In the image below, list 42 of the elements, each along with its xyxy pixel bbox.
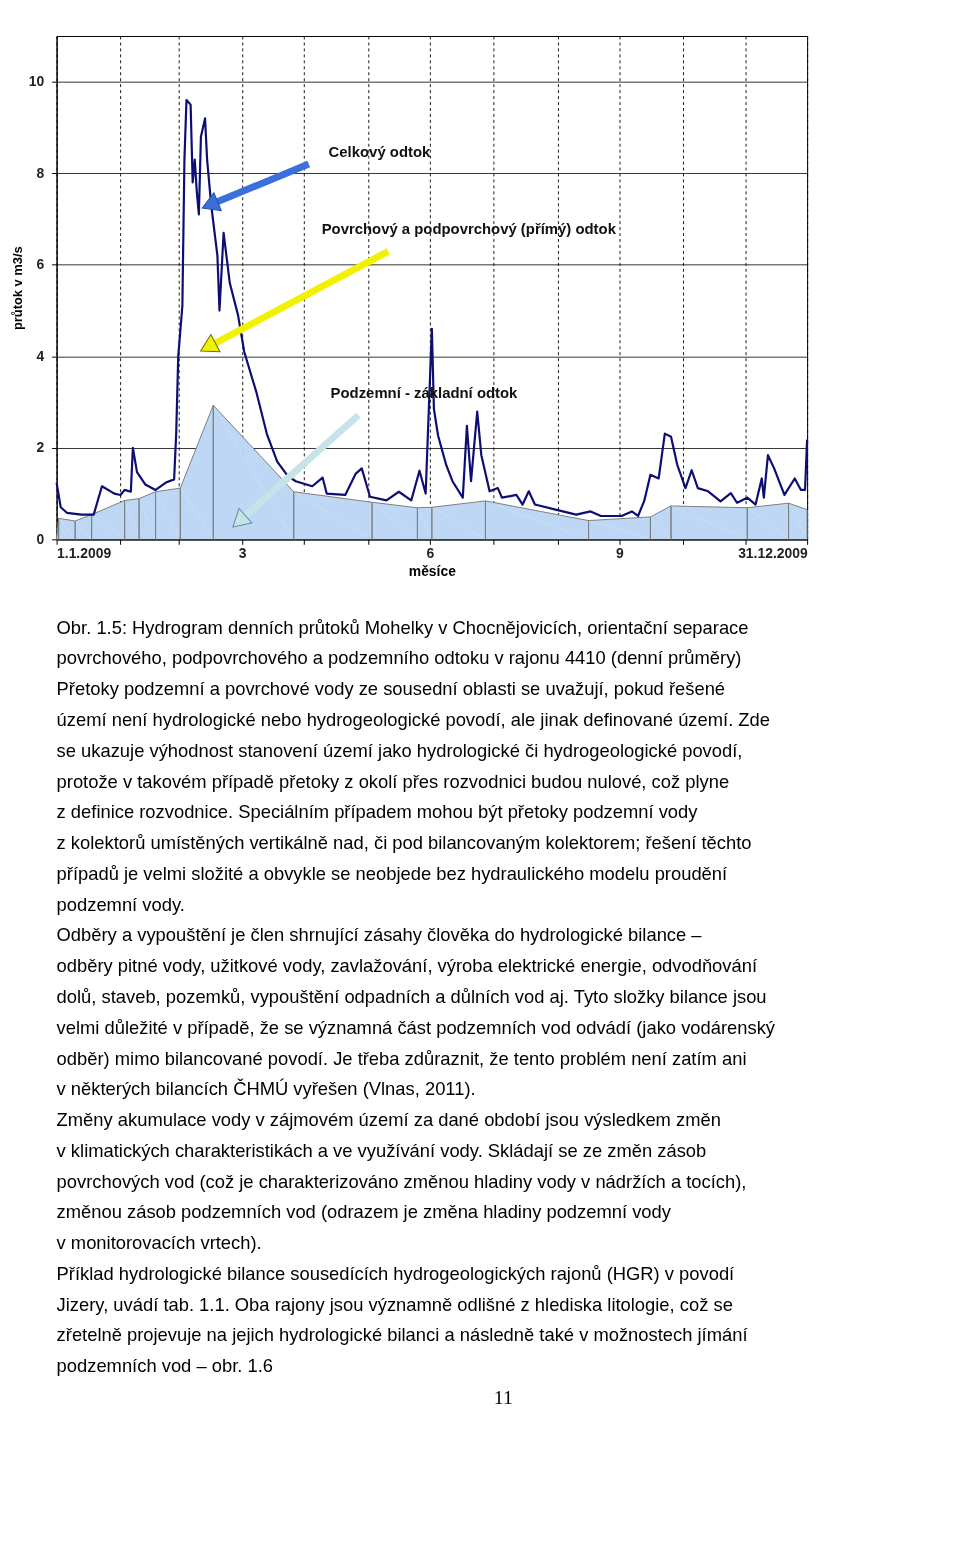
text: území není hydrologické nebo hydrogeologické povodí, ale jinak definované území. Zde bbox=[56, 708, 771, 730]
text: odběr) mimo bilancované povodí. Je třeba zdůraznit, že tento problém není zatím ani bbox=[56, 1047, 747, 1069]
text: z kolektorů umístěných vertikálně nad, či pod bilancovaným kolektorem; řešení těchto bbox=[56, 832, 752, 854]
text: Přetoky podzemní a povrchové vody ze sousední oblasti se uvažují, pokud řešené bbox=[56, 678, 726, 700]
x-tick-label: 6 bbox=[426, 544, 435, 561]
line-series bbox=[55, 98, 809, 518]
text: povrchových vod (což je charakterizováno změnou hladiny vody v nádržích a tocích), bbox=[56, 1170, 747, 1192]
text: v monitorovacích vrtech). bbox=[56, 1232, 262, 1254]
y-tick-label: 6 bbox=[36, 256, 45, 273]
x-tick-label: 9 bbox=[616, 544, 625, 561]
text: podzemní vody. bbox=[56, 893, 185, 915]
x-tick-label: 1.1.2009 bbox=[57, 544, 112, 561]
y-tick-label: 2 bbox=[36, 439, 45, 456]
text: protože v takovém případě přetoky z okolí přes rozvodnici budou nulové, což plyne bbox=[56, 770, 730, 792]
text: případů je velmi složité a obvykle se neobjede bez hydraulického modelu proudění bbox=[56, 862, 729, 884]
annotation: Celkový odtok bbox=[328, 144, 431, 161]
text: Změny akumulace vody v zájmovém území za dané období jsou výsledkem změn bbox=[56, 1109, 721, 1131]
text: Odběry a vypouštění je člen shrnující zásahy člověka do hydrologické bilance – bbox=[56, 924, 703, 946]
text: dolů, staveb, pozemků, vypouštění odpadních a důlních vod aj. Tyto složky bilance jsou bbox=[56, 985, 767, 1007]
x-tick-label: 31.12.2009 bbox=[738, 544, 808, 561]
annotation: Povrchový a podpovrchový (přímý) odtok bbox=[321, 220, 617, 237]
text: se ukazuje výhodnost stanovení území jako hydrologické či hydrogeologické povodí, bbox=[56, 739, 743, 761]
y-tick-label: 10 bbox=[28, 73, 45, 90]
y-tick-label: 4 bbox=[36, 347, 45, 364]
y-axis-title: průtok v m3/s bbox=[9, 246, 25, 331]
y-tick-label: 8 bbox=[36, 164, 45, 181]
x-tick-label: 3 bbox=[238, 544, 247, 561]
text: podzemních vod – obr. 1.6 bbox=[56, 1355, 273, 1377]
text: Obr. 1.5: Hydrogram denních průtoků Mohelky v Chocnějovicích, orientační separace bbox=[56, 616, 749, 638]
text: velmi důležité v případě, že se významná část podzemních vod odvádí (jako vodárenský bbox=[56, 1016, 776, 1038]
x-axis-title: měsíce bbox=[408, 562, 457, 579]
text: 11 bbox=[493, 1386, 513, 1409]
text: povrchového, podpovrchového a podzemního odtoku v rajonu 4410 (denní průměry) bbox=[56, 647, 742, 669]
text: v klimatických charakteristikách a ve využívání vody. Skládají se ze změn zásob bbox=[56, 1139, 707, 1161]
y-tick-label: 0 bbox=[36, 530, 45, 547]
text: Příklad hydrologické bilance sousedících hydrogeologických rajonů (HGR) v povodí bbox=[56, 1262, 736, 1284]
text: odběry pitné vody, užitkové vody, zavlažování, výroba elektrické energie, odvodňování bbox=[56, 955, 758, 977]
text: změnou zásob podzemních vod (odrazem je změna hladiny podzemní vody bbox=[56, 1201, 672, 1223]
text: zřetelně projevuje na jejich hydrologické bilanci a následně také v možnostech jímání bbox=[56, 1324, 749, 1346]
text: Jizery, uvádí tab. 1.1. Oba rajony jsou významně odlišné z hlediska litologie, což se bbox=[56, 1293, 733, 1315]
text: z definice rozvodnice. Speciálním případem mohou být přetoky podzemní vody bbox=[56, 801, 699, 823]
text: v některých bilancích ČHMÚ vyřešen (Vlnas, 2011). bbox=[56, 1078, 476, 1100]
